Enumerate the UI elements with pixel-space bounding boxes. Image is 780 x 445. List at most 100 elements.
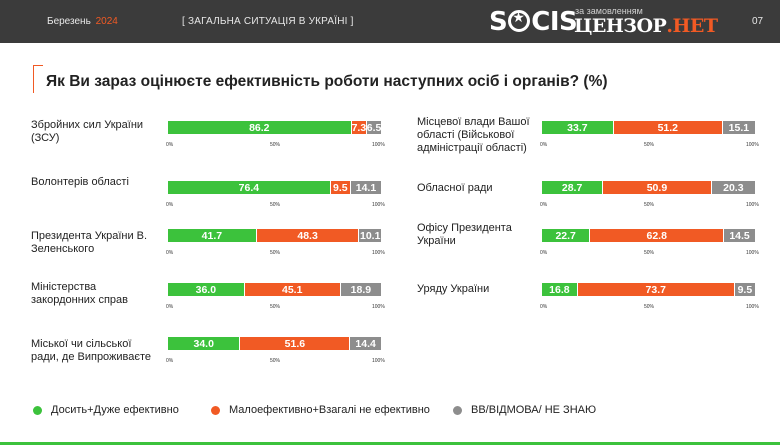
axis-tick-label: 0% <box>166 304 174 310</box>
ordered-by-label: за замовленням <box>575 6 643 16</box>
legend-label-positive: Досить+Дуже ефективно <box>51 404 179 416</box>
stacked-bar: 34.0 51.6 14.4 <box>168 337 381 350</box>
bar-segment-negative: 7.3 <box>351 121 368 134</box>
bar-segment-positive: 36.0 <box>168 283 245 296</box>
title-bracket <box>33 65 43 93</box>
category-label: Міської чи сільської ради, де Випроживає… <box>31 338 152 363</box>
category-label: Міністерства закордонних справ <box>31 281 129 306</box>
bar-axis: 0% 50% 100% <box>540 142 759 150</box>
bar-segment-positive: 16.8 <box>542 283 578 296</box>
bar-segment-negative: 51.2 <box>613 121 723 134</box>
stacked-bar: 28.7 50.9 20.3 <box>542 181 755 194</box>
stacked-bar: 33.7 51.2 15.1 <box>542 121 755 134</box>
report-month: Березень <box>47 16 91 27</box>
bar-segment-dont-know: 15.1 <box>722 121 755 134</box>
category-label: Уряду України <box>417 283 490 295</box>
bar-segment-dont-know: 18.9 <box>340 283 381 296</box>
axis-tick-label: 50% <box>270 142 281 148</box>
axis-tick-label: 0% <box>166 142 174 148</box>
category-label: Волонтерів області <box>31 176 129 188</box>
bar-segment-negative: 62.8 <box>590 229 725 242</box>
star-icon <box>508 10 531 32</box>
bar-segment-negative: 48.3 <box>256 229 360 242</box>
bottom-accent-line <box>0 442 780 445</box>
bar-segment-dont-know: 20.3 <box>711 181 755 194</box>
category-label: Збройних сил України (ЗСУ) <box>31 119 144 144</box>
bar-segment-positive: 34.0 <box>168 337 241 350</box>
legend-item-dont-know: ВВ/ВІДМОВА/ НЕ ЗНАЮ <box>453 404 596 416</box>
bar-segment-positive: 76.4 <box>168 181 331 194</box>
stacked-bar: 36.0 45.1 18.9 <box>168 283 381 296</box>
stacked-bar: 16.8 73.7 9.5 <box>542 283 755 296</box>
axis-tick-label: 0% <box>540 250 548 256</box>
bar-axis: 0% 50% 100% <box>166 358 385 366</box>
axis-tick-label: 100% <box>372 304 385 310</box>
legend-dot-positive <box>33 405 42 415</box>
legend-dot-dont-know <box>453 405 462 415</box>
bar-segment-negative: 51.6 <box>240 337 351 350</box>
stacked-bar: 76.4 9.5 14.1 <box>168 181 381 194</box>
bar-axis: 0% 50% 100% <box>166 250 385 258</box>
axis-tick-label: 0% <box>540 202 548 208</box>
bar-segment-dont-know: 9.5 <box>734 283 755 296</box>
axis-tick-label: 50% <box>644 304 655 310</box>
bar-axis: 0% 50% 100% <box>540 304 759 312</box>
page-number: 07 <box>752 16 764 27</box>
category-label: Обласної ради <box>417 182 493 194</box>
legend-label-dont-know: ВВ/ВІДМОВА/ НЕ ЗНАЮ <box>471 404 597 416</box>
category-label: Офісу Президента України <box>417 222 512 247</box>
axis-tick-label: 100% <box>746 304 759 310</box>
legend-dot-negative <box>211 405 220 415</box>
socis-logo: SCIS <box>489 7 578 37</box>
bar-segment-dont-know: 6.5 <box>367 121 381 134</box>
top-bar: Березень 2024 [ ЗАГАЛЬНА СИТУАЦІЯ В УКРА… <box>0 0 780 43</box>
bar-segment-positive: 22.7 <box>542 229 591 242</box>
axis-tick-label: 0% <box>540 142 548 148</box>
axis-tick-label: 50% <box>644 202 655 208</box>
bar-axis: 0% 50% 100% <box>166 202 385 210</box>
axis-tick-label: 100% <box>372 142 385 148</box>
bar-segment-dont-know: 14.4 <box>350 337 381 350</box>
axis-tick-label: 0% <box>166 358 174 364</box>
report-date: Березень 2024 <box>47 16 118 27</box>
client-logo-suffix: .НЕТ <box>666 15 718 37</box>
bar-segment-dont-know: 14.5 <box>724 229 755 242</box>
client-logo: ЦЕНЗОР.НЕТ <box>574 15 718 37</box>
bar-segment-positive: 86.2 <box>168 121 352 134</box>
axis-tick-label: 0% <box>540 304 548 310</box>
category-label: Місцевої влади Вашої області (Військової… <box>417 116 530 154</box>
axis-tick-label: 0% <box>166 202 174 208</box>
axis-tick-label: 100% <box>746 250 759 256</box>
bar-segment-dont-know: 14.1 <box>350 181 381 194</box>
bar-segment-positive: 41.7 <box>168 229 257 242</box>
bar-axis: 0% 50% 100% <box>166 304 385 312</box>
axis-tick-label: 50% <box>644 142 655 148</box>
category-label: Президента України В. Зеленського <box>31 230 148 255</box>
bar-segment-positive: 28.7 <box>542 181 604 194</box>
axis-tick-label: 50% <box>270 250 281 256</box>
axis-tick-label: 100% <box>746 142 759 148</box>
stacked-bar: 22.7 62.8 14.5 <box>542 229 755 242</box>
bar-segment-negative: 50.9 <box>603 181 712 194</box>
axis-tick-label: 50% <box>270 304 281 310</box>
axis-tick-label: 100% <box>746 202 759 208</box>
page-title: Як Ви зараз оцінюєте ефективність роботи… <box>46 73 608 90</box>
axis-tick-label: 50% <box>270 358 281 364</box>
bar-segment-negative: 9.5 <box>330 181 351 194</box>
client-logo-main: ЦЕНЗОР <box>574 15 667 37</box>
bar-axis: 0% 50% 100% <box>166 142 385 150</box>
stacked-bar: 86.2 7.3 6.5 <box>168 121 381 134</box>
axis-tick-label: 0% <box>166 250 174 256</box>
axis-tick-label: 50% <box>644 250 655 256</box>
bar-axis: 0% 50% 100% <box>540 250 759 258</box>
bar-segment-negative: 73.7 <box>577 283 735 296</box>
bar-axis: 0% 50% 100% <box>540 202 759 210</box>
axis-tick-label: 100% <box>372 358 385 364</box>
legend-item-positive: Досить+Дуже ефективно <box>33 404 179 416</box>
legend-label-negative: Малоефективно+Взагалі не ефективно <box>229 404 430 416</box>
axis-tick-label: 50% <box>270 202 281 208</box>
report-year: 2024 <box>95 16 118 27</box>
bar-segment-negative: 45.1 <box>244 283 341 296</box>
section-title: [ ЗАГАЛЬНА СИТУАЦІЯ В УКРАЇНІ ] <box>182 16 354 27</box>
axis-tick-label: 100% <box>372 202 385 208</box>
